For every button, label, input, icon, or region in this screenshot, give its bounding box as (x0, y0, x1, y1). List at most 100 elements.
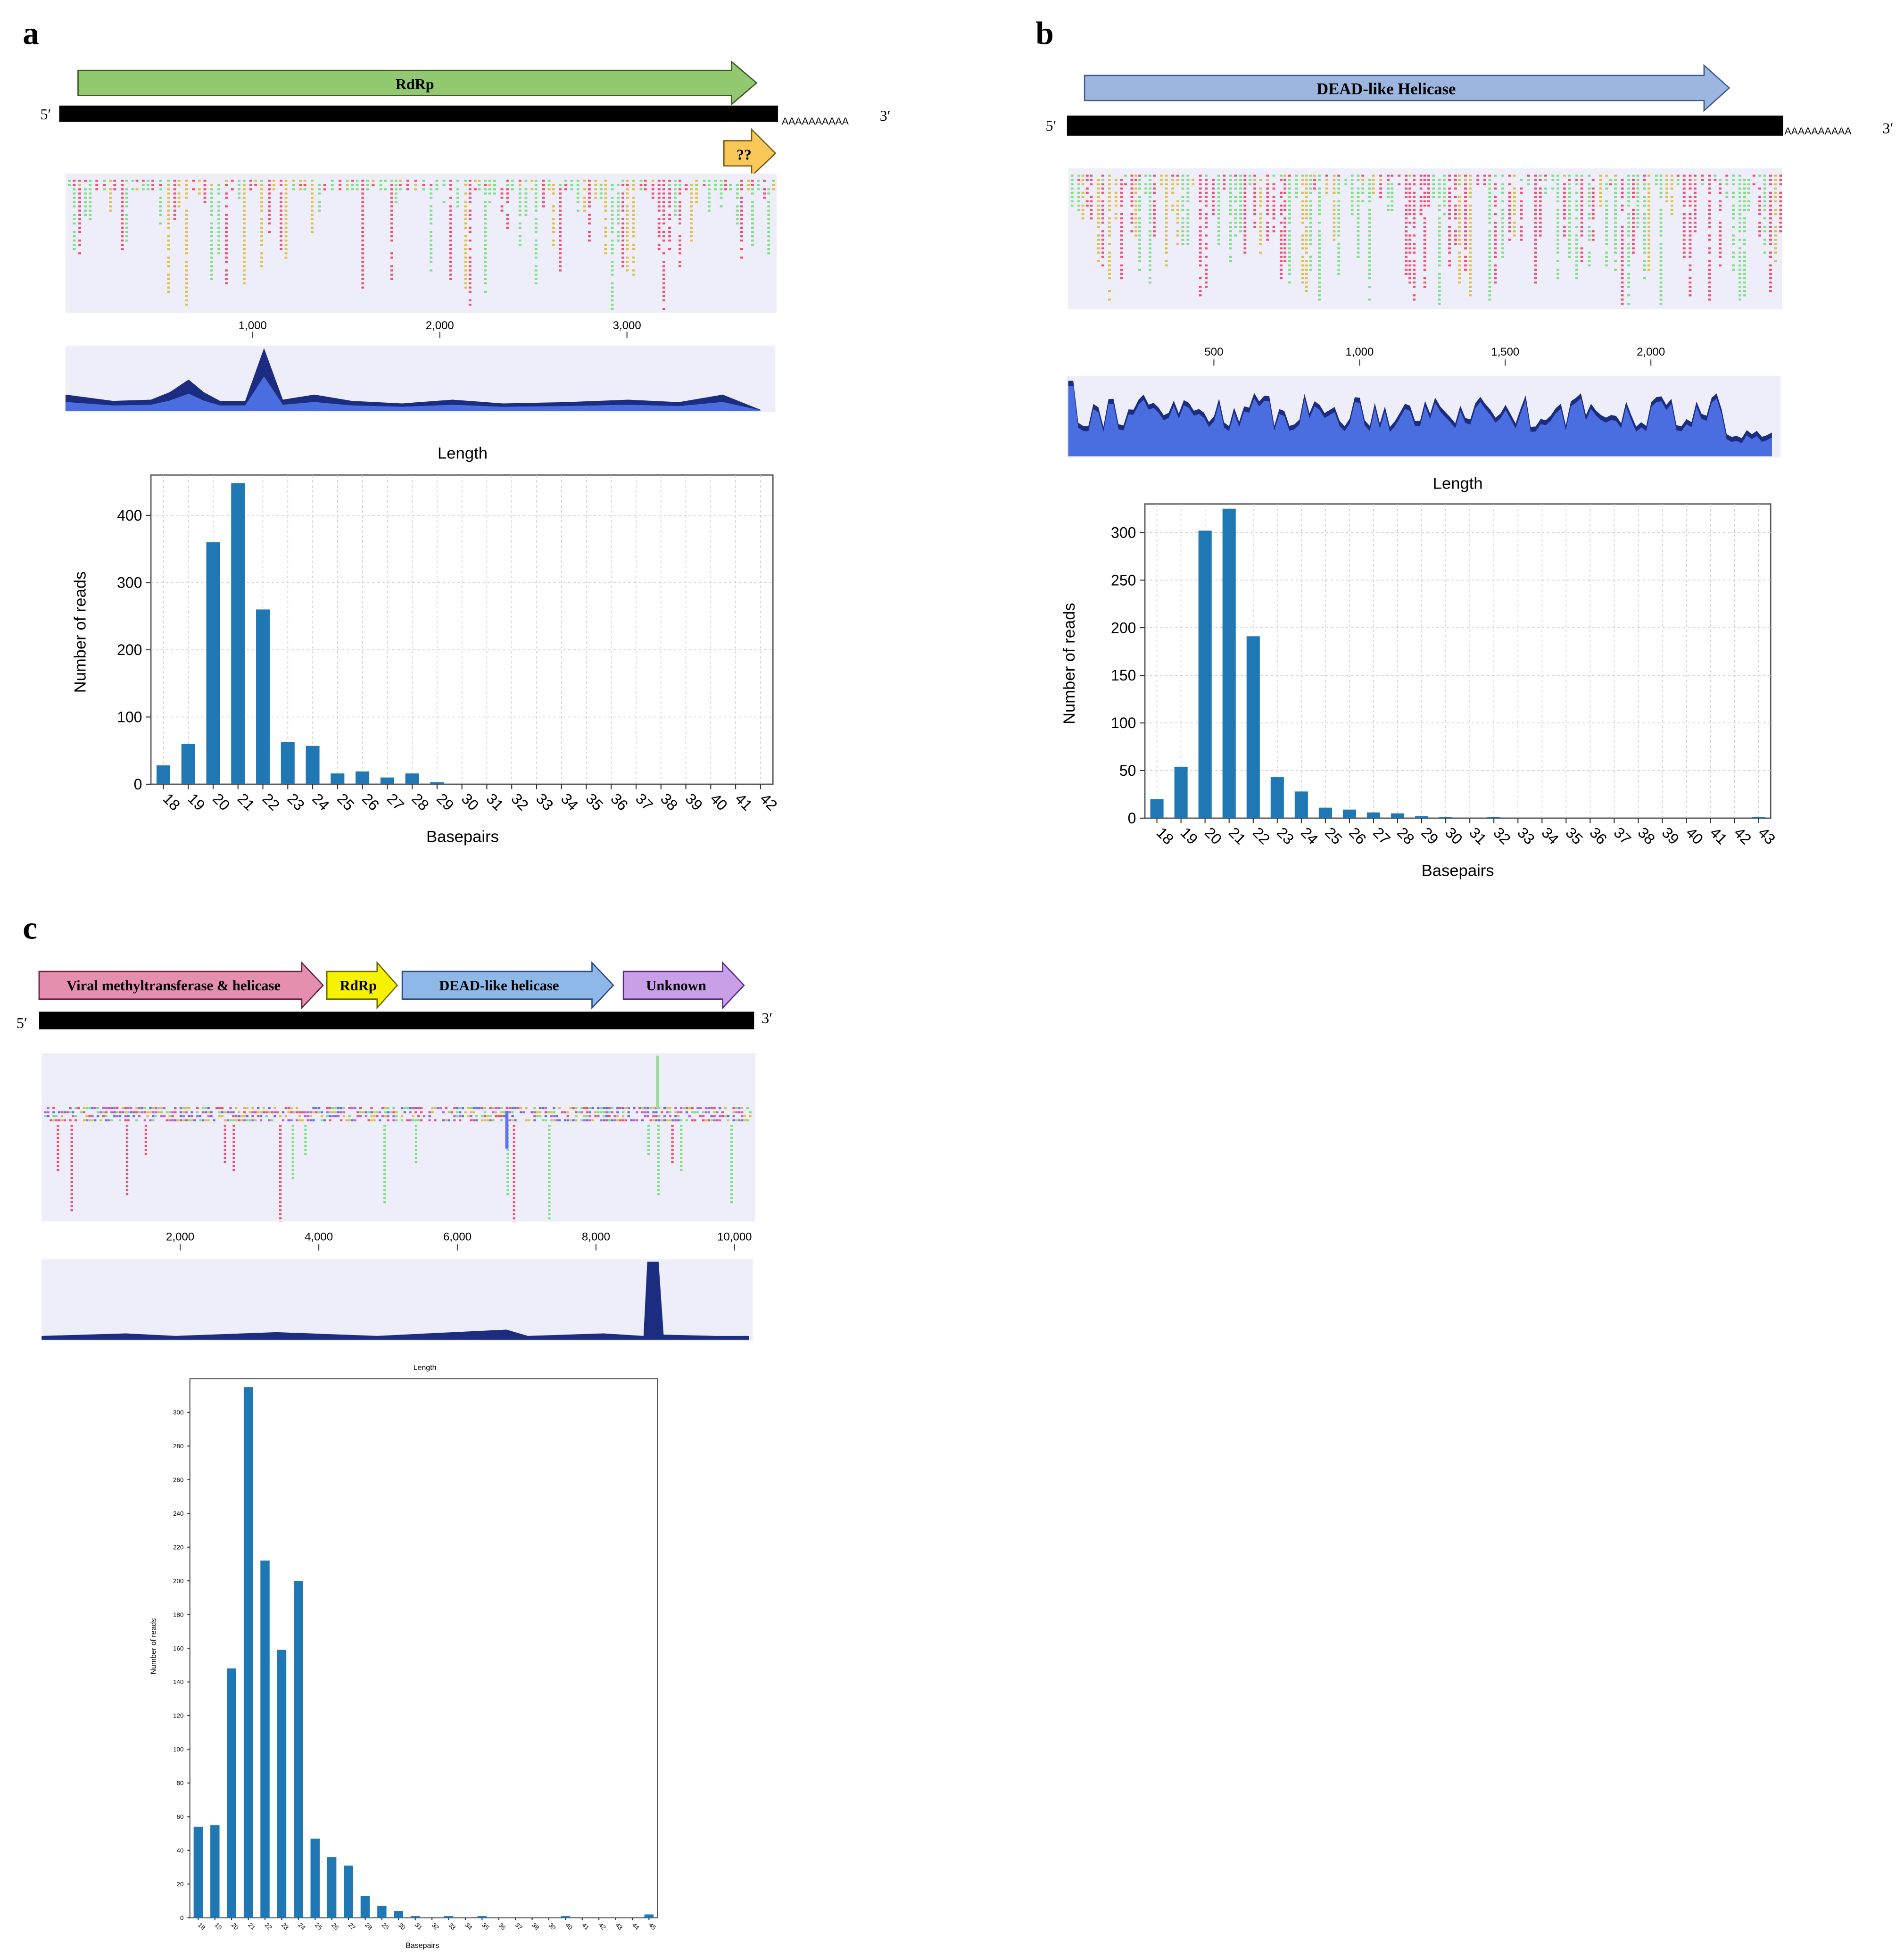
aligned-read (1368, 247, 1371, 249)
aligned-read (260, 231, 263, 233)
aligned-read (70, 1133, 73, 1135)
aligned-read (1689, 187, 1692, 190)
aligned-read (583, 188, 586, 191)
aligned-read (318, 188, 321, 191)
aligned-read (720, 197, 723, 199)
aligned-read (1752, 174, 1755, 177)
aligned-read (225, 257, 228, 259)
aligned-read (513, 1165, 515, 1167)
aligned-read (167, 290, 170, 293)
aligned-read (121, 222, 124, 224)
y-tick-label: 200 (173, 1577, 183, 1585)
aligned-read (1217, 217, 1220, 220)
aligned-read (89, 192, 92, 195)
aligned-read (1423, 277, 1426, 280)
aligned-read (1689, 226, 1692, 228)
aligned-read (1405, 273, 1408, 275)
aligned-read (1442, 174, 1446, 177)
x-tick-label: 32 (430, 1921, 440, 1931)
aligned-read (1368, 230, 1371, 232)
x-tick-label: 40 (1683, 824, 1707, 848)
aligned-read (1659, 303, 1663, 305)
aligned-read (518, 244, 522, 246)
aligned-read (414, 188, 417, 191)
aligned-read (539, 1107, 542, 1110)
aligned-read (1305, 239, 1308, 241)
aligned-read (144, 1133, 148, 1135)
aligned-read (210, 205, 213, 207)
aligned-read (207, 1115, 210, 1118)
aligned-read (662, 274, 665, 276)
aligned-read (304, 1149, 307, 1151)
aligned-read (1693, 174, 1697, 177)
aligned-read (548, 1197, 551, 1199)
aligned-read (1643, 213, 1646, 216)
aligned-read (1520, 226, 1523, 228)
aligned-read (1301, 277, 1304, 280)
aligned-read (1372, 179, 1375, 181)
aligned-read (1647, 264, 1651, 266)
aligned-read (1097, 208, 1100, 211)
aligned-read (542, 180, 545, 182)
aligned-read (1458, 174, 1461, 177)
aligned-read (190, 1119, 193, 1121)
aligned-read (68, 184, 71, 186)
aligned-read (78, 218, 82, 220)
chart-title: Length (438, 445, 488, 463)
aligned-read (500, 192, 504, 195)
aligned-read (398, 180, 402, 182)
aligned-read (1488, 222, 1491, 224)
aligned-read (657, 235, 661, 238)
aligned-read (1288, 213, 1291, 216)
aligned-read (1575, 204, 1578, 207)
aligned-read (488, 188, 491, 191)
aligned-read (1423, 196, 1426, 198)
aligned-read (249, 184, 252, 186)
aligned-read (1563, 234, 1566, 237)
aligned-read (542, 188, 545, 191)
aligned-read (1205, 268, 1208, 271)
aligned-read (318, 192, 321, 195)
aligned-read (1148, 183, 1151, 185)
plot-frame (189, 1378, 658, 1918)
aligned-read (534, 184, 538, 186)
aligned-read (621, 231, 625, 233)
aligned-read (95, 184, 99, 186)
aligned-read (127, 1107, 130, 1110)
aligned-read (1379, 187, 1382, 190)
aligned-read (691, 1107, 694, 1110)
aligned-read (284, 248, 288, 250)
aligned-read (249, 180, 252, 182)
aligned-read (52, 1115, 55, 1118)
aligned-read (1769, 191, 1772, 194)
aligned-read (1148, 204, 1151, 207)
aligned-read (1419, 179, 1423, 181)
aligned-read (1689, 247, 1692, 249)
aligned-read (1243, 174, 1247, 177)
aligned-read (1758, 226, 1762, 228)
aligned-read (1405, 239, 1408, 241)
aligned-read (534, 226, 538, 229)
x-tick-label: 34 (558, 790, 582, 814)
aligned-read (1779, 226, 1782, 228)
aligned-read (1199, 277, 1202, 280)
aligned-read (1464, 213, 1467, 216)
aligned-read (1738, 277, 1741, 280)
aligned-read (1085, 191, 1089, 194)
aligned-read (724, 1115, 727, 1118)
aligned-read (1130, 217, 1134, 220)
aligned-read (449, 244, 452, 246)
aligned-read (243, 1111, 246, 1113)
aligned-read (475, 1119, 478, 1121)
bar-19 (181, 744, 195, 784)
aligned-read (1176, 217, 1179, 220)
aligned-read (767, 214, 770, 216)
aligned-read (1217, 174, 1220, 177)
aligned-read (1181, 239, 1184, 241)
aligned-read (124, 1107, 127, 1110)
aligned-read (442, 180, 446, 182)
aligned-read (470, 1115, 472, 1118)
x-tick-label: 19 (184, 790, 208, 814)
aligned-read (185, 231, 188, 233)
aligned-read (1305, 200, 1308, 203)
